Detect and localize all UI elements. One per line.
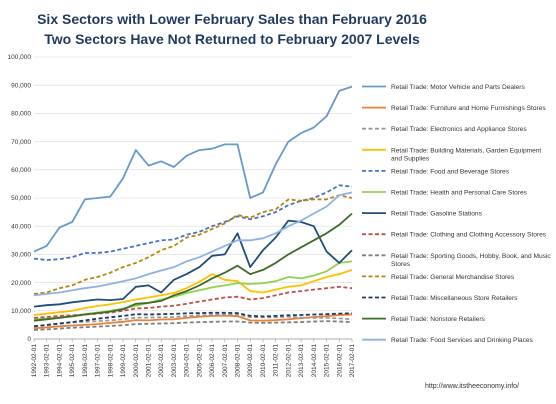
x-tick-label: 2000-02-01 [133,344,140,378]
y-tick-label: 70,000 [11,139,31,146]
x-tick-label: 2009-02-01 [247,344,254,378]
x-tick-label: 2002-02-01 [158,344,165,378]
x-tick-label: 2016-02-01 [336,344,343,378]
legend-label: Retail Trade: Furniture and Home Furnish… [391,105,546,112]
legend-label: Retail Trade: Miscellaneous Store Retail… [391,295,518,302]
y-tick-label: 30,000 [11,252,31,259]
legend-label: Retail Trade: Nonstore Retailers [391,316,486,323]
series-line [33,191,353,297]
x-tick-label: 1994-02-01 [56,344,63,378]
source-label: http://www.itstheeconomy.info/ [425,383,519,390]
y-tick-label: 40,000 [11,223,31,230]
x-tick-label: 1999-02-01 [120,344,127,378]
x-tick-label: 1995-02-01 [69,344,76,378]
x-tick-label: 2001-02-01 [145,344,152,378]
x-tick-label: 2003-02-01 [171,344,178,378]
x-tick-label: 2011-02-01 [273,344,280,377]
x-tick-label: 2014-02-01 [311,344,318,378]
y-tick-label: 10,000 [11,308,31,315]
legend-label: Retail Trade: Health and Personal Care S… [391,190,528,197]
series-line [33,320,353,331]
series-line [33,194,353,295]
y-tick-label: 50,000 [11,195,31,202]
x-tick-label: 1996-02-01 [82,344,89,378]
y-tick-label: 20,000 [11,280,31,287]
x-tick-label: 1992-02-01 [31,344,38,378]
x-tick-label: 2013-02-01 [298,344,305,378]
y-tick-label: 0 [27,336,31,343]
y-tick-label: 60,000 [11,167,31,174]
series-line [33,212,353,322]
legend-label: Retail Trade: Food and Beverage Stores [391,168,510,175]
legend-label: Retail Trade: Building Materials, Garden… [391,147,541,162]
x-tick-label: 2006-02-01 [209,344,216,378]
series-line [33,219,353,308]
gridlines [34,56,352,340]
x-tick-label: 2012-02-01 [285,344,292,378]
legend-label: Retail Trade: Motor Vehicle and Parts De… [391,84,525,91]
legend-label: Retail Trade: Clothing and Clothing Acce… [391,232,547,239]
y-tick-label: 100,000 [8,54,32,61]
x-tick-label: 2010-02-01 [260,344,267,378]
x-tick-label: 1993-02-01 [44,344,51,378]
x-tick-label: 1998-02-01 [107,344,114,378]
series-line [33,85,353,253]
series-line [33,313,353,330]
y-axis: 0 10,000 20,000 30,000 40,000 50,000 60,000 70,… [8,54,32,343]
series-line [33,311,353,328]
series-line [33,313,353,328]
y-tick-label: 80,000 [11,111,31,118]
x-tick-label: 2008-02-01 [235,344,242,378]
legend-label: Retail Trade: Sporting Goods, Hobby, Boo… [391,253,551,268]
legend-label: Retail Trade: Electronics and Appliance … [391,126,527,133]
x-tick-label: 2004-02-01 [184,344,191,378]
chart-subtitle: Two Sectors Have Not Returned to Februar… [44,31,420,47]
series-line [33,269,353,316]
chart-title: Six Sectors with Lower February Sales th… [37,11,427,27]
legend: Retail Trade: Motor Vehicle and Parts De… [362,84,551,344]
legend-label: Retail Trade: Food Services and Drinking… [391,337,534,344]
x-tick-label: 2015-02-01 [324,344,331,378]
legend-label: Retail Trade: General Merchandise Stores [391,274,515,281]
legend-label: Retail Trade: Gasoline Stations [391,211,483,218]
x-tick-label: 2017-02-01 [349,344,356,378]
x-tick-label: 2007-02-01 [222,344,229,378]
x-tick-label: 1997-02-01 [95,344,102,378]
series-lines [33,85,353,331]
y-tick-label: 90,000 [11,82,31,89]
series-line [33,184,353,261]
x-tick-label: 2005-02-01 [196,344,203,378]
x-axis: 1992-02-01 1993-02-01 1994-02-01 1995-02-01… [31,338,356,378]
